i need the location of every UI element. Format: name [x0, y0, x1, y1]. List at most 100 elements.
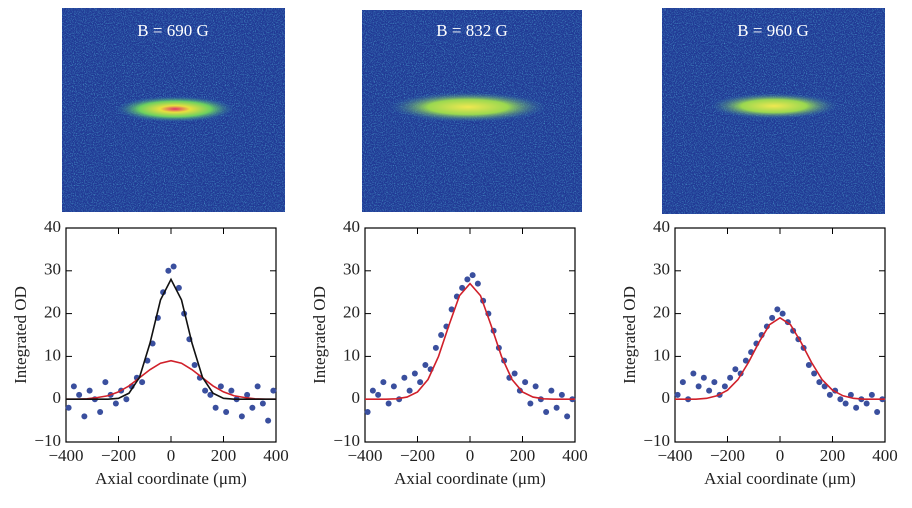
y-axis-label: Integrated OD	[310, 286, 329, 384]
data-point	[406, 387, 413, 394]
data-point	[553, 404, 560, 411]
data-point	[769, 314, 776, 321]
x-tick-label: 400	[562, 446, 588, 465]
data-point	[432, 344, 439, 351]
y-tick-label: 10	[653, 345, 670, 364]
y-tick-label: 40	[44, 217, 61, 236]
data-point	[401, 374, 408, 381]
fit-line	[365, 282, 575, 400]
data-point	[65, 404, 72, 411]
data-point	[191, 361, 198, 368]
x-axis-label: Axial coordinate (μm)	[394, 469, 546, 488]
data-point	[390, 383, 397, 390]
y-tick-label: −10	[333, 431, 360, 450]
fit-line	[675, 316, 885, 400]
y-tick-label: 20	[653, 303, 670, 322]
data-point	[459, 284, 466, 291]
data-point	[863, 400, 870, 407]
data-point	[259, 400, 266, 407]
data-point	[779, 310, 786, 317]
data-point	[721, 383, 728, 390]
x-tick-label: 0	[466, 446, 475, 465]
data-point	[228, 387, 235, 394]
data-point	[522, 379, 529, 386]
x-tick-label: 400	[872, 446, 898, 465]
data-point	[149, 340, 156, 347]
x-tick-label: 0	[776, 446, 785, 465]
data-point	[70, 383, 77, 390]
data-point	[558, 391, 565, 398]
data-point	[212, 404, 219, 411]
data-point	[112, 400, 119, 407]
y-tick-label: 40	[653, 217, 670, 236]
plot-frame	[674, 227, 886, 443]
data-point	[742, 357, 749, 364]
x-tick-label: −200	[400, 446, 435, 465]
data-point	[564, 413, 571, 420]
x-tick-label: −400	[347, 446, 382, 465]
y-tick-label: −10	[643, 431, 670, 450]
y-tick-label: 40	[343, 217, 360, 236]
fit-line	[66, 277, 276, 400]
data-point	[238, 413, 245, 420]
data-point	[223, 409, 230, 416]
data-point	[97, 409, 104, 416]
data-point	[464, 276, 471, 283]
data-point	[375, 391, 382, 398]
data-point	[202, 387, 209, 394]
data-point	[695, 383, 702, 390]
x-axis-label: Axial coordinate (μm)	[704, 469, 856, 488]
data-point	[207, 391, 214, 398]
data-point	[874, 409, 881, 416]
data-point	[674, 391, 681, 398]
data-point	[217, 383, 224, 390]
data-point	[123, 396, 130, 403]
y-axis-label: Integrated OD	[620, 286, 639, 384]
data-point	[270, 387, 277, 394]
data-point	[811, 370, 818, 377]
image-panel	[662, 8, 885, 214]
data-point	[244, 391, 251, 398]
y-tick-label: 0	[53, 388, 62, 407]
y-tick-label: −10	[34, 431, 61, 450]
data-point	[369, 387, 376, 394]
data-point	[86, 387, 93, 394]
data-point	[364, 409, 371, 416]
y-tick-label: 30	[653, 260, 670, 279]
data-point	[774, 306, 781, 313]
y-tick-label: 20	[44, 303, 61, 322]
x-tick-label: −200	[710, 446, 745, 465]
data-point	[265, 417, 272, 424]
data-point	[706, 387, 713, 394]
data-point	[842, 400, 849, 407]
data-point	[805, 361, 812, 368]
data-point	[385, 400, 392, 407]
data-point	[847, 391, 854, 398]
data-point	[727, 374, 734, 381]
data-point	[139, 379, 146, 386]
data-point	[527, 400, 534, 407]
data-point	[732, 366, 739, 373]
y-axis-label: Integrated OD	[11, 286, 30, 384]
data-point	[868, 391, 875, 398]
y-tick-label: 10	[343, 345, 360, 364]
y-tick-label: 20	[343, 303, 360, 322]
image-label: B = 690 G	[137, 21, 208, 40]
data-point	[853, 404, 860, 411]
x-tick-label: −400	[657, 446, 692, 465]
data-point	[380, 379, 387, 386]
x-tick-label: 200	[211, 446, 237, 465]
data-point	[422, 361, 429, 368]
data-point	[543, 409, 550, 416]
data-point	[165, 267, 172, 274]
data-point	[816, 379, 823, 386]
data-point	[837, 396, 844, 403]
data-point	[532, 383, 539, 390]
data-point	[81, 413, 88, 420]
data-point	[511, 370, 518, 377]
data-point	[175, 284, 182, 291]
data-point	[249, 404, 256, 411]
y-tick-label: 10	[44, 345, 61, 364]
data-point	[411, 370, 418, 377]
